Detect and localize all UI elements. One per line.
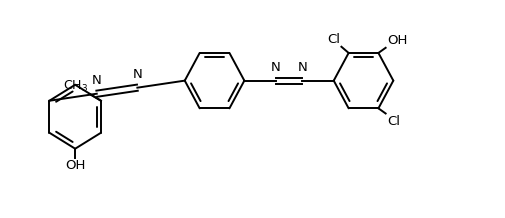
- Text: N: N: [92, 74, 102, 87]
- Text: CH$_3$: CH$_3$: [63, 78, 88, 94]
- Text: OH: OH: [65, 159, 85, 172]
- Text: OH: OH: [386, 34, 407, 47]
- Text: N: N: [132, 68, 142, 81]
- Text: Cl: Cl: [326, 33, 339, 46]
- Text: N: N: [297, 61, 307, 74]
- Text: N: N: [270, 61, 280, 74]
- Text: Cl: Cl: [386, 114, 399, 128]
